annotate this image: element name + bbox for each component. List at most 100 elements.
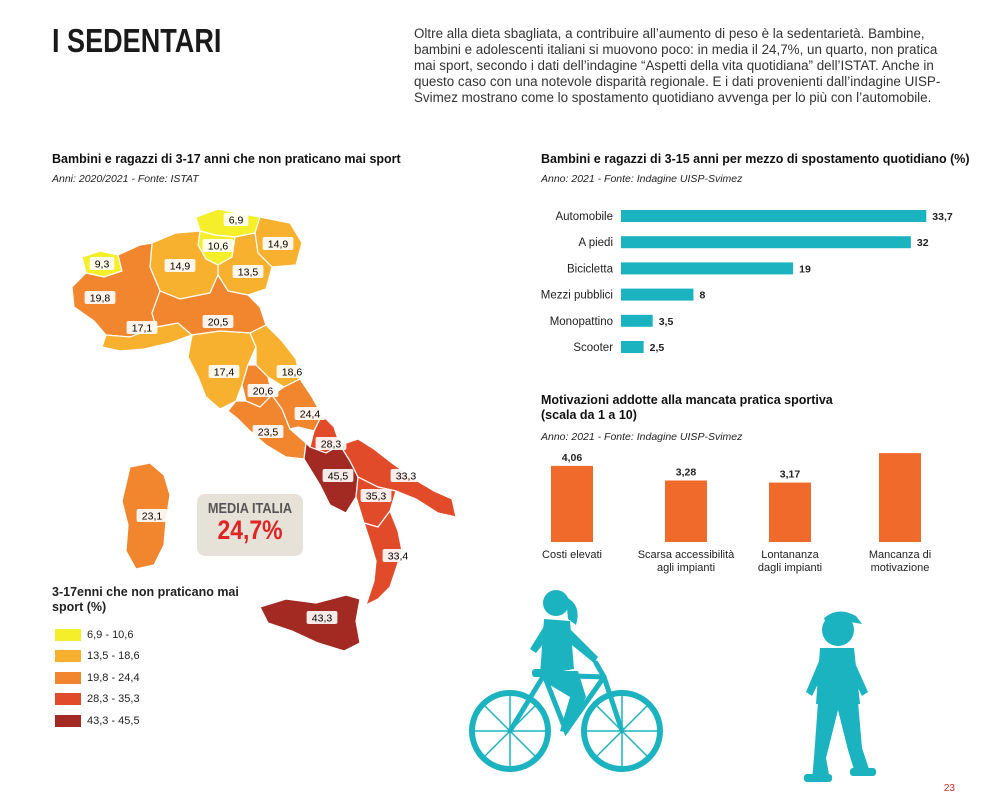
transport-chart-source: Anno: 2021 - Fonte: Indagine UISP-Svimez	[541, 173, 743, 185]
legend-title: 3-17enni che non praticano mai sport (%)	[52, 585, 239, 614]
region-value-label: 24,4	[300, 409, 321, 421]
region-value-label: 10,6	[208, 241, 229, 253]
region-label-bg	[202, 315, 234, 328]
bar-category-label: Bicicletta	[567, 263, 614, 275]
region-value-label: 20,5	[208, 317, 229, 329]
region-label-bg	[262, 237, 294, 250]
region-label-bg	[315, 437, 347, 450]
legend-swatch	[55, 650, 81, 663]
legend-swatch	[55, 693, 81, 706]
map-labels: 9,3 19,8 14,9 6,9 10,6 14,9 13,5 17,1 20,5 17,4 18…	[84, 213, 422, 625]
bar	[621, 262, 794, 275]
region-value-label: 23,5	[258, 427, 279, 439]
bar	[621, 341, 644, 353]
bar	[621, 236, 911, 249]
cyclist-illustration	[469, 590, 663, 772]
region-value-label: 35,3	[366, 491, 387, 503]
bar-category-label: A piedi	[578, 237, 613, 249]
media-italia-value: 24,7%	[217, 515, 283, 545]
child-cap	[824, 611, 862, 624]
region-label-bg	[202, 239, 234, 252]
legend-swatch	[55, 714, 81, 727]
media-italia-label: MEDIA ITALIA	[207, 500, 293, 517]
bar-value-label: 3,5	[659, 316, 674, 328]
media-italia-box: MEDIA ITALIA 24,7%	[197, 494, 303, 556]
region-label-bg	[294, 407, 326, 420]
legend-item: 6,9 - 10,6	[55, 624, 140, 646]
region-label-bg	[276, 365, 308, 378]
transport-chart-title: Bambini e ragazzi di 3-15 anni per mezzo…	[541, 152, 970, 166]
legend-swatch	[55, 671, 81, 684]
legend-item: 28,3 - 35,3	[55, 689, 140, 711]
legend-label: 28,3 - 35,3	[87, 693, 140, 706]
legend-label: 13,5 - 18,6	[87, 650, 140, 663]
italy-map: 9,3 19,8 14,9 6,9 10,6 14,9 13,5 17,1 20,5 17,4 18…	[71, 208, 457, 652]
region-value-label: 18,6	[282, 367, 303, 379]
region-value-label: 28,3	[321, 439, 342, 451]
region-value-label: 19,8	[90, 293, 111, 305]
bar-category-label: Scooter	[573, 342, 613, 354]
column-category-label: Lontananza	[761, 549, 819, 561]
region-label-bg	[322, 469, 354, 482]
column-category-label: agli impianti	[657, 562, 715, 574]
motivation-chart-title: Motivazioni addotte alla mancata pratica…	[541, 393, 833, 422]
column	[769, 482, 811, 542]
bar-category-label: Mezzi pubblici	[541, 290, 613, 302]
child-head	[822, 614, 854, 646]
map-title: Bambini e ragazzi di 3-17 anni che non p…	[52, 152, 401, 166]
region-value-label: 23,1	[142, 511, 163, 523]
region-value-label: 6,9	[229, 215, 244, 227]
region-label-bg	[208, 365, 240, 378]
region-label-bg	[360, 489, 392, 502]
region-label-bg	[247, 384, 279, 397]
cyclist-head	[543, 590, 569, 616]
region-label-bg	[223, 213, 249, 226]
legend-item: 13,5 - 18,6	[55, 646, 140, 668]
region-value-label: 33,4	[388, 551, 409, 563]
column	[879, 453, 921, 542]
map-source: Anni: 2020/2021 - Fonte: ISTAT	[52, 173, 199, 185]
motivation-column-chart: 4,06 Costi elevati 3,28 Scarsa accessibilit…	[542, 450, 931, 574]
bar	[621, 210, 927, 222]
bar-value-label: 33,7	[932, 211, 953, 223]
map-legend: 6,9 - 10,6 13,5 - 18,6 19,8 - 24,4 28,3 …	[55, 624, 140, 732]
region-value-label: 33,3	[396, 471, 417, 483]
region-value-label: 17,4	[214, 367, 235, 379]
bar	[621, 288, 694, 301]
region-label-bg	[84, 291, 116, 304]
page-number: 23	[943, 783, 955, 794]
region-label-bg	[89, 257, 115, 270]
legend-item: 19,8 - 24,4	[55, 667, 140, 689]
transport-bar-chart: Automobile 33,7 A piedi 32 Bicicletta 19 Mezzi…	[541, 210, 953, 354]
bar-value-label: 32	[917, 237, 929, 249]
legend-item: 43,3 - 45,5	[55, 710, 140, 732]
region-label-bg	[164, 259, 196, 272]
region-label-bg	[382, 549, 414, 562]
region-label-bg	[306, 611, 338, 624]
column-value-label: 3,17	[780, 469, 801, 481]
region-value-label: 14,9	[170, 261, 191, 273]
column	[551, 465, 593, 542]
region-label-bg	[390, 469, 422, 482]
column-category-label: motivazione	[871, 562, 930, 574]
region-label-bg	[232, 265, 264, 278]
region-value-label: 17,1	[132, 323, 153, 335]
legend-label: 19,8 - 24,4	[87, 671, 140, 684]
legend-swatch	[55, 628, 81, 641]
column-value-label: 4,06	[562, 452, 583, 464]
region-value-label: 14,9	[268, 239, 289, 251]
bar-category-label: Monopattino	[550, 316, 613, 328]
bar-category-label: Automobile	[555, 211, 613, 223]
bar	[621, 314, 653, 327]
walking-child-illustration	[804, 611, 876, 782]
bar-value-label: 19	[799, 263, 811, 275]
region-value-label: 13,5	[238, 267, 259, 279]
column-value-label: 3,28	[676, 467, 697, 479]
column-value-label: 4,74	[890, 450, 911, 451]
region-value-label: 9,3	[95, 259, 110, 271]
region-value-label: 43,3	[312, 613, 333, 625]
region-label-bg	[136, 509, 168, 522]
bar-value-label: 2,5	[650, 342, 665, 354]
motivation-chart-source: Anno: 2021 - Fonte: Indagine UISP-Svimez	[541, 431, 743, 443]
column	[665, 480, 707, 542]
